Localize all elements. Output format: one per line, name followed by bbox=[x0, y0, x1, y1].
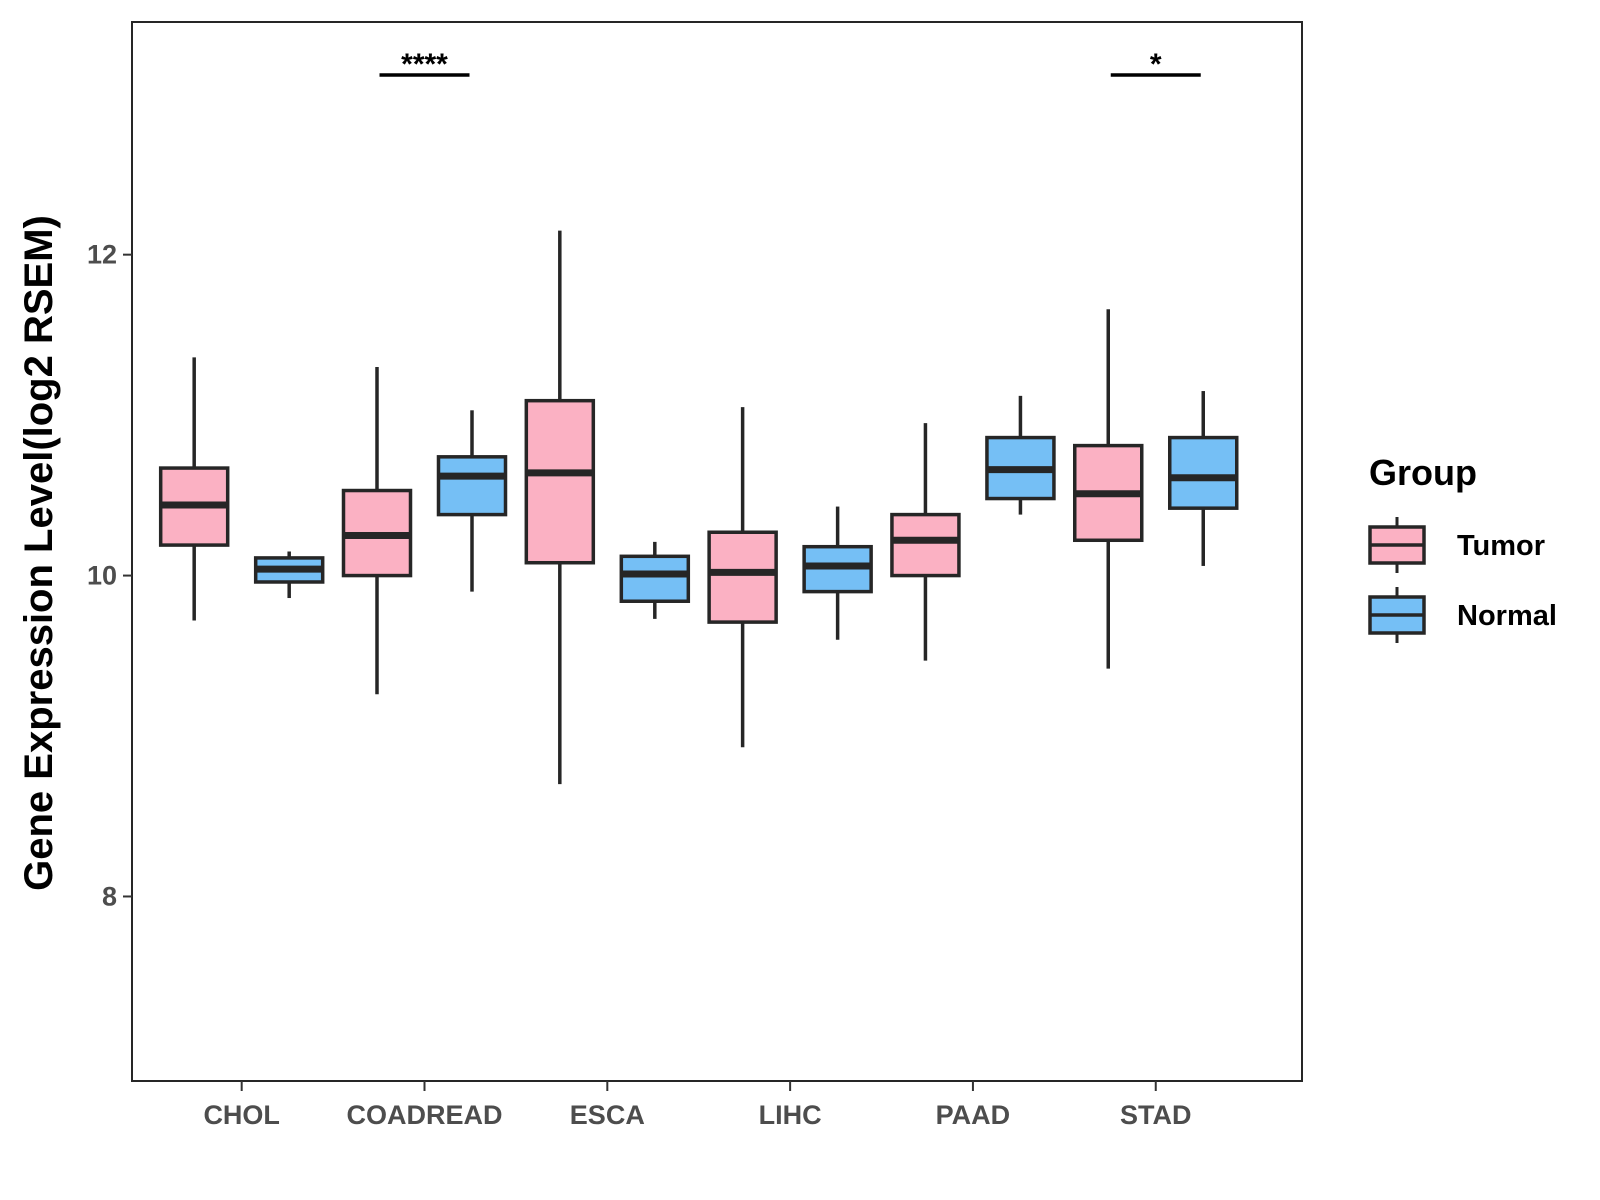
box-normal-paad bbox=[985, 395, 1056, 515]
legend-key-normal bbox=[1368, 587, 1426, 643]
box-body bbox=[436, 455, 508, 517]
x-tick-label-esca: ESCA bbox=[570, 1100, 645, 1130]
legend-items: Tumor Normal bbox=[1368, 517, 1557, 643]
significance-stad: * bbox=[1110, 48, 1201, 81]
legend-key-tumor bbox=[1368, 517, 1426, 573]
legend-label-normal: Normal bbox=[1457, 600, 1557, 632]
box-normal-esca bbox=[619, 541, 691, 619]
box-tumor-stad bbox=[1073, 309, 1144, 669]
box-tumor-lihc bbox=[707, 407, 778, 748]
box-body bbox=[619, 554, 691, 603]
x-tick-label-coadread: COADREAD bbox=[346, 1100, 502, 1130]
box-normal-stad bbox=[1168, 391, 1239, 566]
y-tick-label: 8 bbox=[102, 881, 117, 911]
x-axis: CHOL COADREAD ESCA LIHC PAAD STAD bbox=[203, 1081, 1192, 1130]
box-body bbox=[707, 530, 778, 624]
box-normal-lihc bbox=[802, 506, 873, 640]
legend: Group Tumor Normal bbox=[1368, 452, 1557, 643]
box-tumor-esca bbox=[524, 230, 596, 785]
x-tick-label-stad: STAD bbox=[1120, 1100, 1192, 1130]
box-normal-coadread bbox=[436, 410, 508, 592]
y-axis: 8 10 12 bbox=[87, 240, 132, 911]
legend-item-tumor: Tumor bbox=[1368, 517, 1545, 573]
box-tumor-chol bbox=[158, 357, 230, 621]
significance-label: * bbox=[1150, 48, 1162, 81]
significance-coadread: **** bbox=[379, 48, 470, 81]
boxes-layer bbox=[158, 230, 1239, 785]
legend-title: Group bbox=[1369, 452, 1477, 493]
y-tick-label: 12 bbox=[87, 240, 117, 270]
x-tick-label-paad: PAAD bbox=[936, 1100, 1011, 1130]
legend-label-tumor: Tumor bbox=[1457, 530, 1545, 562]
legend-item-normal: Normal bbox=[1368, 587, 1557, 643]
box-body bbox=[1168, 435, 1239, 510]
box-body bbox=[890, 512, 961, 578]
significance-annotations: **** * bbox=[379, 48, 1201, 81]
y-tick-label: 10 bbox=[87, 561, 117, 591]
significance-label: **** bbox=[401, 48, 448, 81]
box-tumor-coadread bbox=[341, 366, 413, 695]
y-axis-title: Gene Expression Level(log2 RSEM) bbox=[17, 215, 61, 891]
box-tumor-paad bbox=[890, 423, 961, 661]
plot-panel-border bbox=[131, 21, 1303, 1082]
box-body bbox=[524, 398, 596, 565]
x-tick-label-chol: CHOL bbox=[203, 1100, 280, 1130]
x-tick-label-lihc: LIHC bbox=[759, 1100, 822, 1130]
box-normal-chol bbox=[253, 551, 325, 599]
